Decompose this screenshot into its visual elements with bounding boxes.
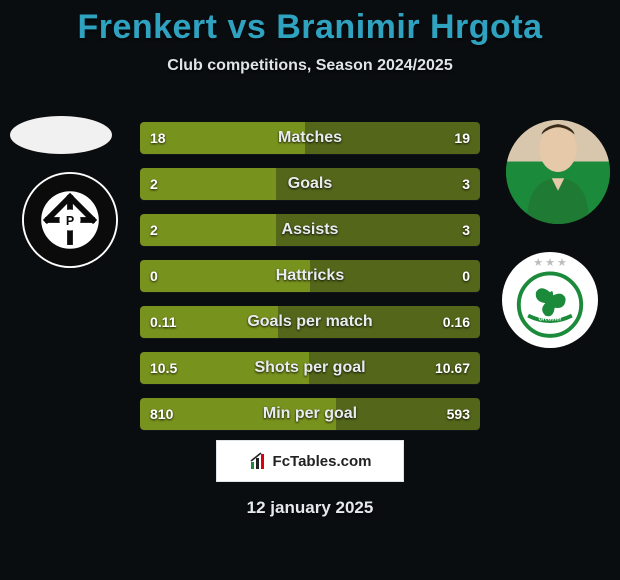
stat-value-left: 2 <box>140 176 194 192</box>
title-player2: Branimir Hrgota <box>276 8 542 46</box>
date-text: 12 january 2025 <box>0 498 620 518</box>
stat-value-left: 10.5 <box>140 360 194 376</box>
stat-value-right: 0.16 <box>426 314 480 330</box>
stat-label: Assists <box>194 221 426 239</box>
greuther-fuerth-icon: Greuther <box>511 261 589 339</box>
title-player1: Frenkert <box>77 8 217 46</box>
subtitle: Club competitions, Season 2024/2025 <box>0 57 620 75</box>
svg-text:P: P <box>66 214 74 228</box>
club-logo-left: P <box>22 172 118 268</box>
stat-row: 0.11Goals per match0.16 <box>140 306 480 338</box>
stat-value-right: 0 <box>426 268 480 284</box>
stat-value-right: 19 <box>426 130 480 146</box>
stat-row: 2Assists3 <box>140 214 480 246</box>
stat-label: Min per goal <box>194 405 426 423</box>
stat-value-right: 10.67 <box>426 360 480 376</box>
stat-value-left: 0 <box>140 268 194 284</box>
stat-label: Shots per goal <box>194 359 426 377</box>
stat-row: 0Hattricks0 <box>140 260 480 292</box>
watermark-text: FcTables.com <box>273 453 372 470</box>
title-vs: vs <box>227 8 266 46</box>
stat-row: 10.5Shots per goal10.67 <box>140 352 480 384</box>
stat-value-right: 3 <box>426 176 480 192</box>
stat-row: 810Min per goal593 <box>140 398 480 430</box>
stat-label: Hattricks <box>194 267 426 285</box>
stat-label: Goals per match <box>194 313 426 331</box>
stat-label: Matches <box>194 129 426 147</box>
stat-label: Goals <box>194 175 426 193</box>
stat-value-right: 3 <box>426 222 480 238</box>
stat-value-left: 0.11 <box>140 314 194 330</box>
stat-value-right: 593 <box>426 406 480 422</box>
player1-avatar-placeholder <box>10 116 112 154</box>
stats-panel: 18Matches192Goals32Assists30Hattricks00.… <box>140 122 480 444</box>
stat-row: 2Goals3 <box>140 168 480 200</box>
chart-bars-icon <box>249 451 269 471</box>
club-logo-right: ★★★ Greuther <box>502 252 598 348</box>
preussen-muenster-icon: P <box>22 172 118 268</box>
page-title: Frenkert vs Branimir Hrgota <box>0 0 620 47</box>
stat-value-left: 2 <box>140 222 194 238</box>
svg-text:Greuther: Greuther <box>538 316 562 322</box>
player2-avatar <box>506 120 610 224</box>
stat-value-left: 810 <box>140 406 194 422</box>
watermark-badge: FcTables.com <box>216 440 404 482</box>
stat-row: 18Matches19 <box>140 122 480 154</box>
club-stars-icon: ★★★ <box>533 256 567 269</box>
player-photo-icon <box>506 120 610 224</box>
stat-value-left: 18 <box>140 130 194 146</box>
